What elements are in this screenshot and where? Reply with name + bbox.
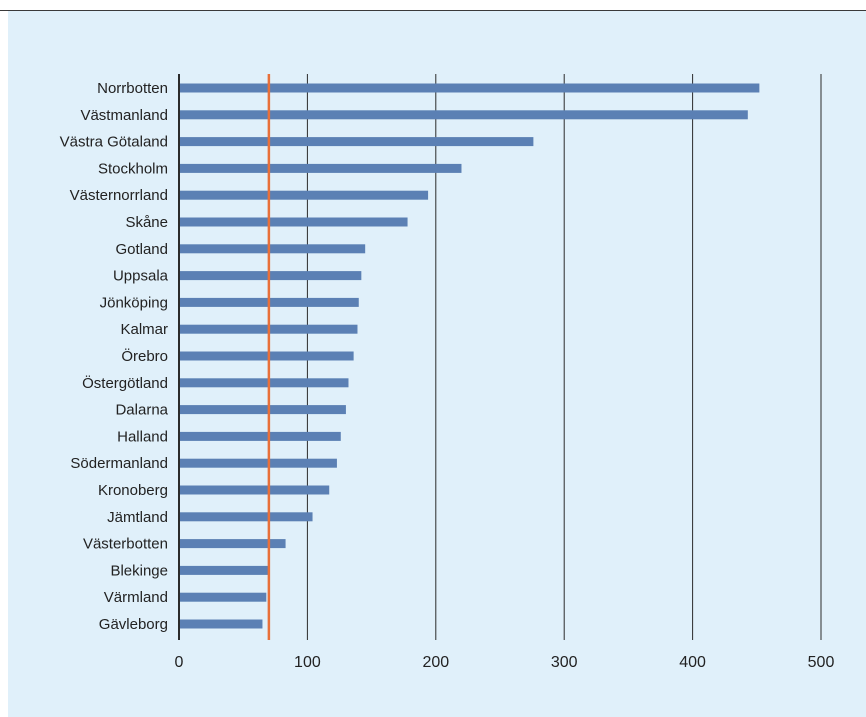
category-label: Gävleborg bbox=[99, 616, 168, 633]
bar-13 bbox=[180, 431, 341, 441]
category-label: Halland bbox=[117, 428, 168, 445]
category-label: Örebro bbox=[121, 347, 168, 365]
category-label: Gotland bbox=[115, 241, 168, 258]
category-label: Västerbotten bbox=[83, 536, 168, 553]
x-tick-label: 200 bbox=[422, 654, 449, 671]
bar-4 bbox=[180, 190, 429, 200]
category-label: Norrbotten bbox=[97, 80, 168, 97]
x-tick-label: 400 bbox=[679, 654, 706, 671]
category-label: Västernorrland bbox=[70, 187, 168, 204]
category-label: Jönköping bbox=[100, 294, 168, 311]
chart-panel: Norrbotten Västmanland Västra Götaland Stoc… bbox=[8, 11, 866, 717]
category-label: Västmanland bbox=[80, 107, 168, 124]
bar-12 bbox=[180, 405, 346, 415]
bar-3 bbox=[180, 163, 462, 173]
bar-6 bbox=[180, 244, 366, 254]
category-label: Värmland bbox=[104, 589, 168, 606]
bar-5 bbox=[180, 217, 408, 227]
category-label: Dalarna bbox=[115, 402, 168, 419]
category-label: Södermanland bbox=[70, 455, 168, 472]
category-label: Stockholm bbox=[98, 160, 168, 177]
bar-1 bbox=[180, 110, 748, 120]
category-label: Skåne bbox=[125, 214, 168, 231]
top-rule bbox=[0, 10, 866, 11]
bar-11 bbox=[180, 378, 349, 388]
category-label: Blekinge bbox=[110, 562, 168, 579]
x-tick-label: 500 bbox=[808, 654, 835, 671]
bar-18 bbox=[180, 565, 269, 575]
bar-15 bbox=[180, 485, 330, 495]
category-label: Västra Götaland bbox=[60, 134, 168, 151]
bar-17 bbox=[180, 539, 286, 549]
category-label: Uppsala bbox=[113, 268, 169, 285]
bar-2 bbox=[180, 137, 534, 147]
bar-0 bbox=[180, 83, 760, 93]
bar-14 bbox=[180, 458, 337, 468]
category-label: Kronoberg bbox=[98, 482, 168, 499]
bar-19 bbox=[180, 592, 267, 602]
x-tick-label: 100 bbox=[294, 654, 321, 671]
category-label: Jämtland bbox=[107, 509, 168, 526]
bar-7 bbox=[180, 271, 362, 281]
bar-20 bbox=[180, 619, 263, 629]
category-label: Kalmar bbox=[120, 321, 168, 338]
bar-10 bbox=[180, 351, 354, 361]
x-tick-label: 0 bbox=[175, 654, 184, 671]
x-tick-label: 300 bbox=[551, 654, 578, 671]
bar-chart: Norrbotten Västmanland Västra Götaland Stoc… bbox=[60, 74, 835, 671]
category-label: Östergötland bbox=[82, 374, 168, 392]
bar-16 bbox=[180, 512, 313, 522]
